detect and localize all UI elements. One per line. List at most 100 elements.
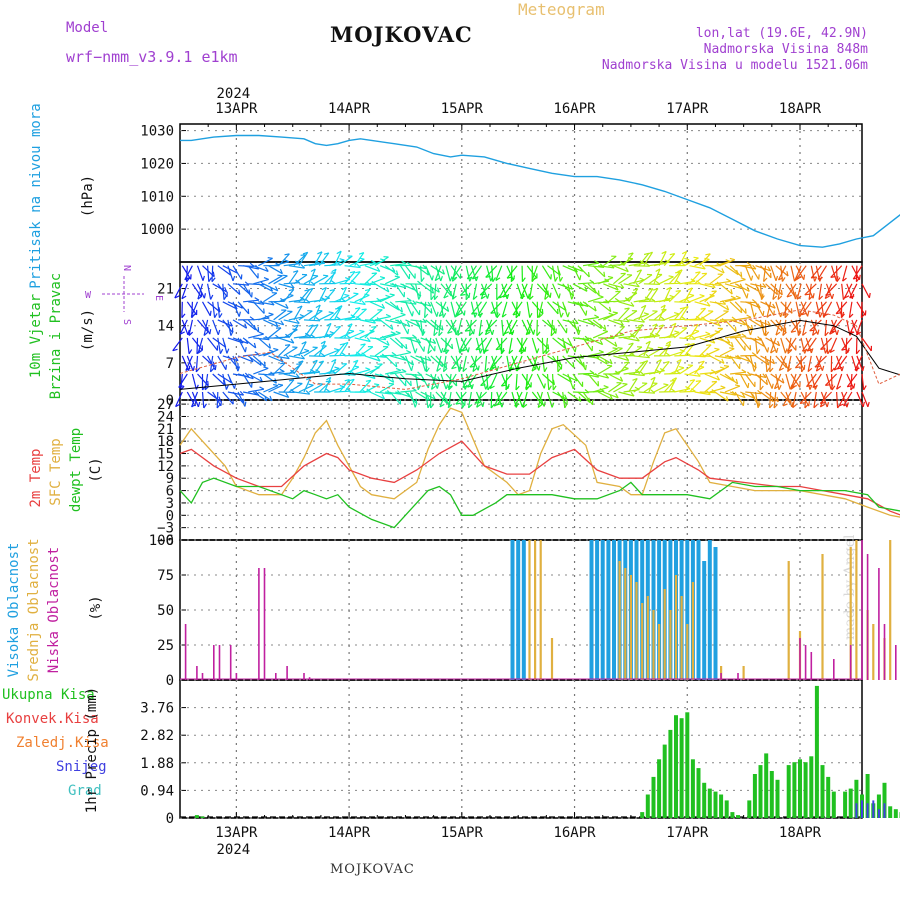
wind-barb-head <box>658 324 664 328</box>
wind-barb-head <box>778 277 784 281</box>
wind-barb-head <box>844 295 850 299</box>
day-label-top: 15APR <box>441 101 484 117</box>
wind-barb <box>770 337 777 354</box>
wind-barb <box>313 360 325 375</box>
wind-barb <box>227 301 243 309</box>
wind-barb-head <box>391 377 395 383</box>
wind-barb <box>638 360 649 375</box>
wind-axis-label-1: 10m Vjetar <box>28 294 44 378</box>
wind-barb <box>765 355 768 372</box>
cloud-bar-low <box>866 554 869 680</box>
wind-barb <box>709 273 724 285</box>
wind-barb-head <box>635 336 640 342</box>
wind-barb-head <box>863 385 867 391</box>
wind-barb-head <box>735 295 741 299</box>
wind-unit-label: (m/s) <box>80 309 96 351</box>
wind-barb <box>303 324 314 339</box>
wind-barb-head <box>310 268 316 273</box>
wind-barb-head <box>436 383 440 389</box>
wind-barb <box>709 387 726 393</box>
wind-barb-head <box>326 376 332 381</box>
day-label-top: 14APR <box>328 101 371 117</box>
wind-barb <box>440 391 451 406</box>
wind-barb <box>770 319 783 332</box>
wind-barb <box>592 386 609 393</box>
precip-ytick-label: 2.82 <box>140 728 174 744</box>
model-name: wrf−nmm_v3.9.1 e1km <box>66 48 238 66</box>
cloud-bar-high <box>657 540 662 680</box>
wind-barb-head <box>188 349 193 355</box>
wind-barb-head <box>630 391 635 397</box>
precip-bar <box>803 762 808 818</box>
wind-barb-head <box>584 286 588 292</box>
precip-legend-4: Grad <box>68 783 102 799</box>
wind-barb <box>521 283 529 299</box>
wind-barb <box>288 270 299 285</box>
wind-barb <box>562 391 566 408</box>
wind-barb <box>750 337 765 347</box>
wind-barb-head <box>807 367 813 373</box>
precip-bar <box>674 715 678 818</box>
wind-barb <box>786 337 797 352</box>
wind-barb-head <box>323 252 329 255</box>
panel-frame-temperature <box>179 399 863 541</box>
wind-barb <box>445 373 458 387</box>
wind-barb <box>242 337 257 349</box>
wind-barb <box>709 319 726 323</box>
wind-barb <box>861 337 872 352</box>
wind-barb-head <box>217 329 221 335</box>
wind-barb <box>268 384 284 393</box>
wind-barb-head <box>531 367 537 372</box>
wind-barb <box>678 251 688 266</box>
wind-barb <box>472 355 478 372</box>
wind-barb <box>861 391 869 408</box>
wind-barb-head <box>674 330 680 333</box>
wind-barb-head <box>395 330 401 334</box>
wind-barb <box>222 319 234 333</box>
wind-barb-head <box>355 351 361 356</box>
wind-barb-head <box>803 274 806 280</box>
wind-barb <box>303 262 320 267</box>
wind-barb <box>359 262 376 267</box>
wind-barb-head <box>689 293 695 296</box>
wind-barb <box>587 283 600 296</box>
wind-barb-head <box>684 257 690 261</box>
wind-barb <box>856 391 864 408</box>
pressure-ytick-label: 1010 <box>140 189 174 205</box>
wind-barb <box>440 337 454 350</box>
wind-barb <box>633 298 650 303</box>
cloud-bar-mid <box>635 582 638 680</box>
wind-barb <box>819 391 833 404</box>
wind-barb <box>283 329 298 339</box>
wind-barb <box>273 391 289 398</box>
wind-barb-head <box>424 313 429 319</box>
wind-barb-head <box>495 348 502 351</box>
wind-barb <box>328 359 337 375</box>
wind-barb <box>694 272 708 285</box>
wind-barb <box>203 319 209 336</box>
wind-barb <box>369 301 385 309</box>
wind-barb-head <box>385 294 391 298</box>
wind-barb <box>750 283 767 288</box>
wind-barb <box>288 299 305 303</box>
wind-barb <box>450 319 457 336</box>
wind-barb <box>739 373 749 389</box>
wind-barb-head <box>279 368 285 373</box>
wind-barb <box>212 337 227 348</box>
wind-barb <box>567 337 576 353</box>
wind-barb-head <box>328 311 334 314</box>
wind-barb-head <box>795 366 801 369</box>
wind-barb <box>436 355 442 372</box>
wind-barb <box>237 373 254 380</box>
wind-barb <box>455 301 465 316</box>
day-label-top: 18APR <box>779 101 822 117</box>
wind-barb <box>669 318 686 321</box>
wind-barb <box>846 373 855 389</box>
wind-barb-head <box>225 384 229 390</box>
wind-barb <box>475 337 488 351</box>
precip-ytick-label: 1.88 <box>140 756 174 772</box>
wind-barb <box>179 319 188 335</box>
wind-barb <box>719 259 736 267</box>
wind-barb-head <box>361 308 367 311</box>
wind-barb-head <box>280 320 285 326</box>
